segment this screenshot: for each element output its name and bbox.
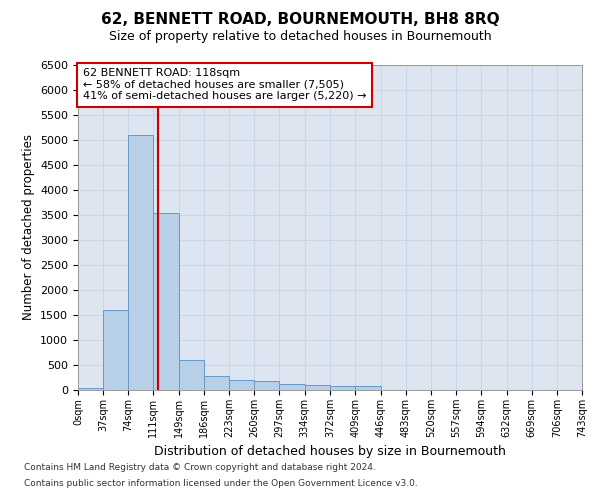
Bar <box>103 310 128 390</box>
Text: 62, BENNETT ROAD, BOURNEMOUTH, BH8 8RQ: 62, BENNETT ROAD, BOURNEMOUTH, BH8 8RQ <box>101 12 499 28</box>
Bar <box>179 360 204 390</box>
X-axis label: Distribution of detached houses by size in Bournemouth: Distribution of detached houses by size … <box>154 446 506 458</box>
Text: Contains public sector information licensed under the Open Government Licence v3: Contains public sector information licen… <box>24 478 418 488</box>
Bar <box>78 388 103 390</box>
Y-axis label: Number of detached properties: Number of detached properties <box>22 134 35 320</box>
Bar <box>280 384 305 390</box>
Text: Contains HM Land Registry data © Crown copyright and database right 2024.: Contains HM Land Registry data © Crown c… <box>24 464 376 472</box>
Text: Size of property relative to detached houses in Bournemouth: Size of property relative to detached ho… <box>109 30 491 43</box>
Bar <box>254 381 280 390</box>
Bar <box>355 386 380 390</box>
Bar <box>229 380 254 390</box>
Text: 62 BENNETT ROAD: 118sqm
← 58% of detached houses are smaller (7,505)
41% of semi: 62 BENNETT ROAD: 118sqm ← 58% of detache… <box>83 68 367 102</box>
Bar <box>153 212 179 390</box>
Bar <box>204 376 229 390</box>
Bar <box>331 386 355 390</box>
Bar <box>128 135 153 390</box>
Bar <box>305 385 331 390</box>
